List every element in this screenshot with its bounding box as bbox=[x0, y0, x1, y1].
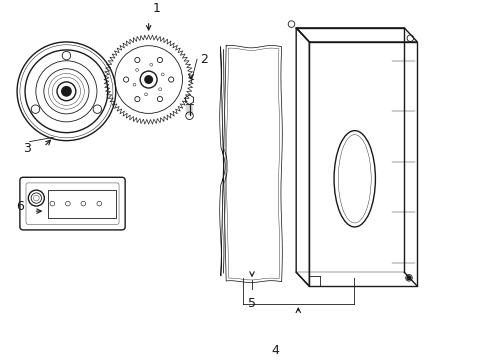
Text: 1: 1 bbox=[152, 2, 160, 15]
Text: 5: 5 bbox=[247, 297, 256, 310]
Text: 2: 2 bbox=[200, 53, 207, 66]
Text: 3: 3 bbox=[23, 142, 31, 155]
Text: 6: 6 bbox=[16, 200, 24, 213]
Text: 4: 4 bbox=[271, 344, 279, 357]
Bar bbox=[47, 190, 116, 218]
Circle shape bbox=[144, 76, 152, 83]
Circle shape bbox=[61, 87, 71, 96]
Circle shape bbox=[406, 276, 410, 280]
